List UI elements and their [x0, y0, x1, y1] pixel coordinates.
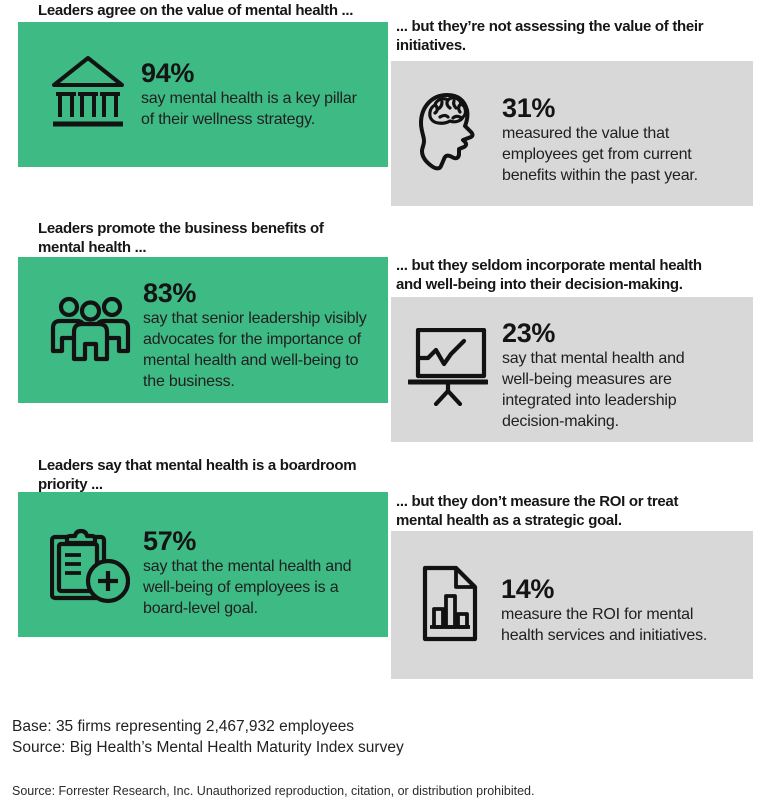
stat-value: 14%	[501, 574, 555, 604]
row3-right-heading: ... but they don’t measure the ROI or tr…	[396, 493, 679, 529]
copyright-note: Source: Forrester Research, Inc. Unautho…	[12, 784, 535, 798]
row2-green-panel: 83% say that senior leadership visibly a…	[18, 257, 388, 403]
row2-right-heading: ... but they seldom incorporate mental h…	[396, 257, 702, 293]
presentation-chart-icon	[408, 328, 488, 406]
bank-icon	[49, 55, 127, 128]
brain-head-icon	[418, 93, 482, 171]
stat-description: measured the value that employees get fr…	[502, 125, 698, 184]
stat-description: say that senior leadership visibly advoc…	[143, 310, 367, 390]
row3-left-heading: Leaders say that mental health is a boar…	[38, 457, 357, 493]
clipboard-plus-icon	[50, 528, 130, 605]
row1-green-panel: 94% say mental health is a key pillar of…	[18, 22, 388, 167]
stat-value: 31%	[502, 93, 556, 123]
row3-gray-panel: 14% measure the ROI for mental health se…	[391, 531, 753, 679]
row2-gray-panel: 23% say that mental health and well-bein…	[391, 297, 753, 442]
stat-value: 83%	[143, 278, 197, 308]
stat-value: 57%	[143, 526, 197, 556]
stat-description: measure the ROI for mental health servic…	[501, 606, 708, 644]
people-group-icon	[48, 295, 133, 371]
stat-description: say that mental health and well-being me…	[502, 350, 685, 430]
stat-description: say mental health is a key pillar of the…	[141, 90, 357, 128]
row1-gray-panel: 31% measured the value that employees ge…	[391, 61, 753, 206]
stat-value: 94%	[141, 58, 195, 88]
stat-description: say that the mental health and well-bein…	[143, 558, 352, 617]
row1-left-heading: Leaders agree on the value of mental hea…	[38, 2, 354, 19]
document-chart-icon	[422, 565, 478, 642]
row2-left-heading: Leaders promote the business benefits of…	[38, 220, 324, 256]
stat-value: 23%	[502, 318, 556, 348]
row3-green-panel: 57% say that the mental health and well-…	[18, 492, 388, 637]
row1-right-heading: ... but they’re not assessing the value …	[396, 18, 704, 54]
base-and-source-note: Base: 35 firms representing 2,467,932 em…	[12, 718, 404, 756]
